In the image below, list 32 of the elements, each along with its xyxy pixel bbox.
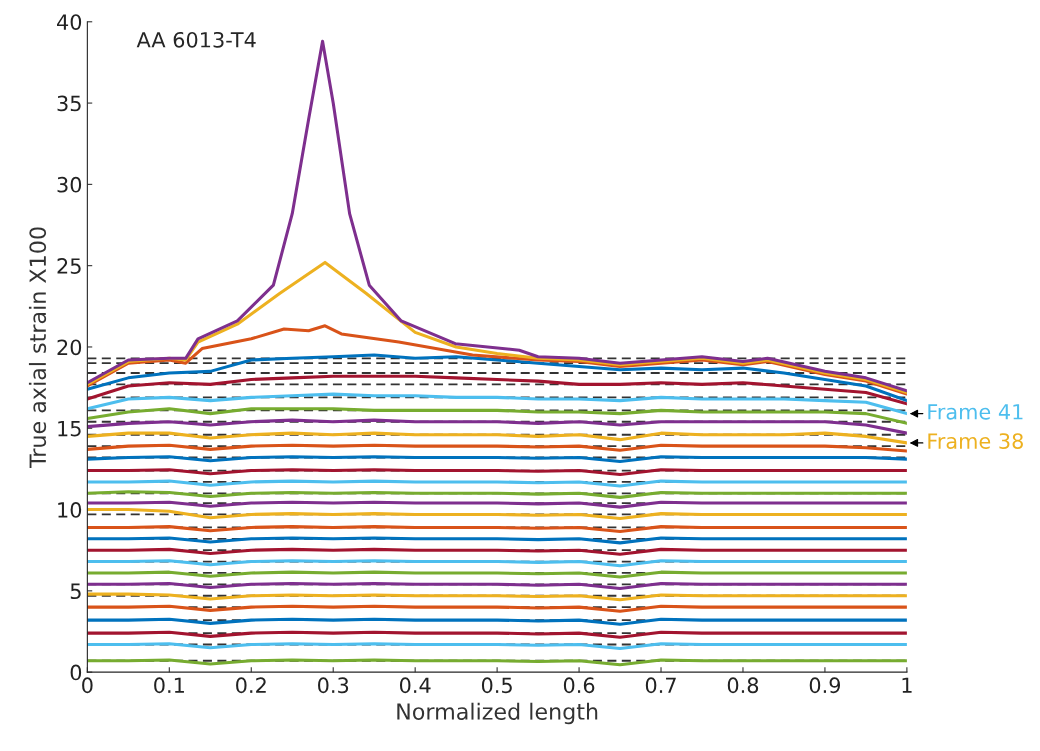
- series-label: Frame 38: [928, 433, 1023, 449]
- y-axis-title: True axial strain X100: [28, 227, 47, 469]
- line-series: [87, 353, 907, 403]
- x-tick-label: 1: [902, 677, 912, 693]
- y-tick-label: 5: [70, 583, 81, 600]
- x-tick-label: 0.6: [563, 677, 595, 694]
- line-series: [87, 418, 907, 435]
- series-label: Frame 41: [928, 404, 1023, 420]
- y-tick-label: 0: [70, 664, 82, 681]
- line-series: [87, 392, 907, 416]
- line-series: [87, 431, 907, 445]
- x-tick-label: 0.7: [645, 677, 676, 694]
- x-tick-label: 0.2: [236, 677, 266, 694]
- y-tick-label: 20: [57, 339, 82, 356]
- x-tick-label: 0.3: [318, 677, 349, 694]
- x-tick-label: 0.4: [399, 677, 431, 694]
- x-tick-label: 0.8: [727, 677, 759, 694]
- x-tick-label: 0.9: [809, 677, 841, 694]
- y-tick-label: 25: [57, 258, 81, 274]
- y-tick-label: 30: [57, 176, 82, 193]
- x-tick-label: 0: [82, 677, 93, 694]
- annotation: AA 6013-T4: [136, 31, 256, 48]
- y-tick-label: 35: [57, 95, 81, 112]
- line-series: [87, 508, 907, 521]
- y-tick-label: 10: [58, 502, 82, 518]
- y-tick-label: 40: [57, 14, 82, 30]
- line-series: [87, 374, 907, 406]
- line-series: [87, 407, 907, 425]
- x-tick-label: 0.5: [481, 677, 512, 694]
- x-axis-title: Normalized length: [397, 702, 598, 725]
- x-tick-label: 0.1: [154, 677, 184, 694]
- y-tick-label: 15: [58, 420, 81, 437]
